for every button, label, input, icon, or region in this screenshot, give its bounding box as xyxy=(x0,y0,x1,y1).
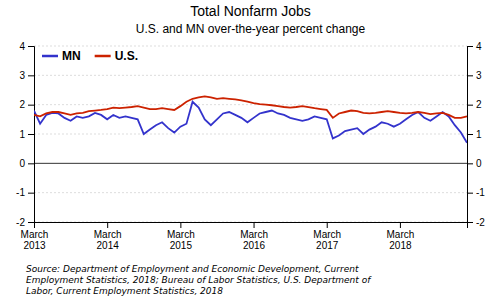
tick-mark xyxy=(28,105,34,106)
series-line xyxy=(34,96,467,117)
grid-line xyxy=(34,46,467,47)
tick-label: 0 xyxy=(476,158,482,169)
tick-mark xyxy=(467,134,473,135)
tick: 1 xyxy=(467,129,482,140)
axis-line xyxy=(468,47,474,223)
grid-line xyxy=(34,104,467,105)
tick-mark xyxy=(28,75,34,76)
tick: 2 xyxy=(467,99,482,110)
tick: March2013 xyxy=(21,222,49,251)
tick: 2 xyxy=(19,99,34,110)
source: Source: Department of Employment and Eco… xyxy=(26,264,372,296)
tick-label: 1 xyxy=(476,129,482,140)
tick: 1 xyxy=(19,129,34,140)
tick-mark xyxy=(28,193,34,194)
tick: March2017 xyxy=(313,222,341,251)
tick-mark xyxy=(400,222,401,228)
grid-line xyxy=(34,192,467,193)
tick-label: 2 xyxy=(476,99,482,110)
y2-axis: -2 -1 0 1 2 3 4 xyxy=(467,41,485,228)
legend-swatch xyxy=(95,55,111,58)
legend-item: U.S. xyxy=(95,49,138,63)
tick: March2014 xyxy=(94,222,122,251)
tick-label: -1 xyxy=(16,187,25,198)
tick-mark xyxy=(254,222,255,228)
tick-label: March2018 xyxy=(387,229,415,251)
axis-line xyxy=(35,223,468,229)
tick: 3 xyxy=(19,70,34,81)
tick-label: 4 xyxy=(476,41,482,52)
tick: March2016 xyxy=(240,222,268,251)
tick-mark xyxy=(34,222,35,228)
legend-label: MN xyxy=(62,49,81,63)
tick: March2015 xyxy=(167,222,195,251)
tick: 4 xyxy=(19,41,34,52)
plot: -2-101234-2-101234March2013March2014Marc… xyxy=(16,41,485,251)
tick-label: 1 xyxy=(19,129,25,140)
tick-mark xyxy=(28,222,34,223)
grid-line xyxy=(34,75,467,76)
tick-mark xyxy=(28,134,34,135)
tick-label: March2015 xyxy=(167,229,195,251)
series-line xyxy=(34,102,467,143)
tick: -2 xyxy=(467,217,485,228)
legend-item: MN xyxy=(42,49,81,63)
legend-swatch xyxy=(42,55,58,58)
title: Total Nonfarm Jobs xyxy=(190,3,311,19)
tick-label: March2017 xyxy=(313,229,341,251)
tick: -2 xyxy=(16,217,34,228)
y-axis: -2 -1 0 1 2 3 4 xyxy=(16,41,34,228)
legend: MN U.S. xyxy=(42,49,138,63)
tick-label: March2016 xyxy=(240,229,268,251)
tick: -1 xyxy=(467,187,485,198)
tick-mark xyxy=(180,222,181,228)
tick-mark xyxy=(28,46,34,47)
tick-mark xyxy=(327,222,328,228)
tick-mark xyxy=(467,105,473,106)
tick: 0 xyxy=(19,158,34,169)
tick-mark xyxy=(107,222,108,228)
tick-label: -2 xyxy=(476,217,485,228)
subtitle: U.S. and MN over-the-year percent change xyxy=(136,22,366,36)
tick-label: 3 xyxy=(19,70,25,81)
tick: -1 xyxy=(16,187,34,198)
grid-line xyxy=(34,134,467,135)
x-axis: March2013 March2014 March2015 March2016 Marc… xyxy=(21,222,468,251)
tick-mark xyxy=(467,163,473,164)
zero-line xyxy=(34,163,467,164)
tick-label: -2 xyxy=(16,217,25,228)
tick-label: 4 xyxy=(19,41,25,52)
tick: March2018 xyxy=(387,222,415,251)
axis-line xyxy=(28,47,35,223)
lines xyxy=(34,96,467,142)
tick-label: 3 xyxy=(476,70,482,81)
grid xyxy=(34,46,467,222)
tick-mark xyxy=(467,75,473,76)
tick-label: 2 xyxy=(19,99,25,110)
tick-mark xyxy=(467,46,473,47)
tick-mark xyxy=(28,163,34,164)
chart: Total Nonfarm Jobs U.S. and MN over-the-y… xyxy=(0,0,501,300)
tick-label: -1 xyxy=(476,187,485,198)
tick: 4 xyxy=(467,41,482,52)
tick-label: March2014 xyxy=(94,229,122,251)
tick-label: 0 xyxy=(19,158,25,169)
tick: 0 xyxy=(467,158,482,169)
legend-label: U.S. xyxy=(115,49,138,63)
tick-mark xyxy=(467,193,473,194)
tick-label: March2013 xyxy=(21,229,49,251)
tick: 3 xyxy=(467,70,482,81)
